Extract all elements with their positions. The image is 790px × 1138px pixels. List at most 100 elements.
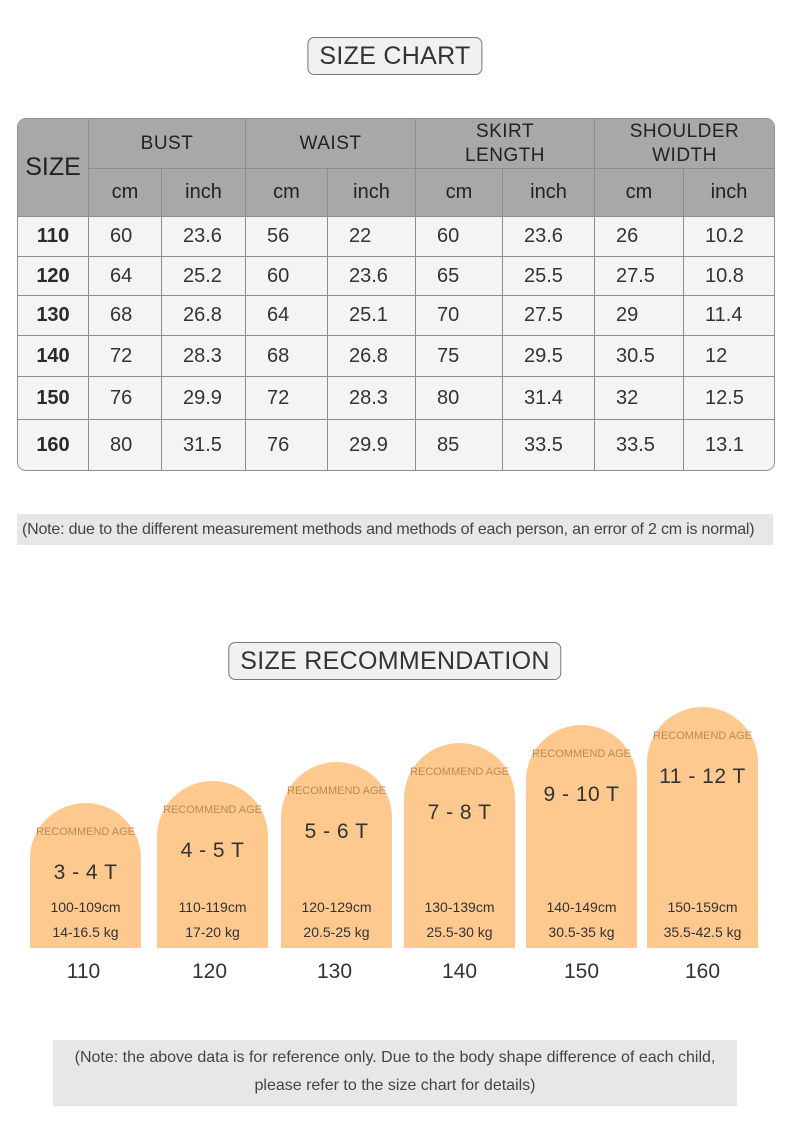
table-cell: 13.1 <box>684 420 774 470</box>
recommend-age-label: RECOMMEND AGE <box>532 748 632 760</box>
height-range: 100-109cm <box>50 899 121 915</box>
recommend-size-label: 150 <box>563 960 600 983</box>
table-cell: 10.8 <box>684 257 774 296</box>
unit-header: cm <box>595 169 684 217</box>
table-cell: 28.3 <box>328 377 416 420</box>
table-row: 130 68 26.8 64 25.1 70 27.5 29 11.4 <box>18 296 774 336</box>
table-cell: 27.5 <box>595 257 684 296</box>
table-cell: 12.5 <box>684 377 774 420</box>
age-range: 3 - 4 T <box>53 861 118 884</box>
table-cell: 56 <box>246 217 328 257</box>
table-cell: 29.5 <box>503 336 595 377</box>
table-cell: 76 <box>246 420 328 470</box>
unit-header: inch <box>503 169 595 217</box>
weight-range: 25.5-30 kg <box>426 924 493 940</box>
table-row: 160 80 31.5 76 29.9 85 33.5 33.5 13.1 <box>18 420 774 470</box>
recommend-card: RECOMMEND AGE 9 - 10 T 140-149cm 30.5-35… <box>526 725 637 948</box>
recommend-card: RECOMMEND AGE 11 - 12 T 150-159cm 35.5-4… <box>647 707 758 948</box>
height-range: 110-119cm <box>178 899 247 915</box>
size-cell: 140 <box>18 336 89 377</box>
recommend-size-label: 140 <box>441 960 478 983</box>
weight-range: 35.5-42.5 kg <box>663 924 742 940</box>
weight-range: 30.5-35 kg <box>548 924 615 940</box>
unit-header: inch <box>328 169 416 217</box>
table-cell: 25.2 <box>162 257 246 296</box>
table-cell: 27.5 <box>503 296 595 336</box>
table-cell: 60 <box>416 217 503 257</box>
table-cell: 64 <box>246 296 328 336</box>
size-cell: 150 <box>18 377 89 420</box>
table-cell: 68 <box>89 296 162 336</box>
recommend-age-label: RECOMMEND AGE <box>163 804 263 816</box>
unit-header: cm <box>416 169 503 217</box>
table-cell: 80 <box>89 420 162 470</box>
table-cell: 29.9 <box>162 377 246 420</box>
recommend-card: RECOMMEND AGE 3 - 4 T 100-109cm 14-16.5 … <box>30 803 141 948</box>
table-cell: 65 <box>416 257 503 296</box>
height-range: 140-149cm <box>546 899 617 915</box>
age-range: 9 - 10 T <box>543 783 620 806</box>
table-cell: 23.6 <box>328 257 416 296</box>
unit-header: inch <box>162 169 246 217</box>
table-cell: 23.6 <box>503 217 595 257</box>
table-cell: 80 <box>416 377 503 420</box>
table-cell: 75 <box>416 336 503 377</box>
reference-note: (Note: the above data is for reference o… <box>53 1040 737 1106</box>
table-cell: 23.6 <box>162 217 246 257</box>
size-chart-table: SIZE BUST WAIST SKIRT LENGTH SHOULDER WI… <box>17 118 775 471</box>
reference-note-line: please refer to the size chart for detai… <box>254 1077 536 1094</box>
size-recommendation-title: SIZE RECOMMENDATION <box>228 642 562 680</box>
table-cell: 31.5 <box>162 420 246 470</box>
table-row: 140 72 28.3 68 26.8 75 29.5 30.5 12 <box>18 336 774 377</box>
table-cell: 64 <box>89 257 162 296</box>
recommend-card: RECOMMEND AGE 4 - 5 T 110-119cm 17-20 kg <box>157 781 268 948</box>
table-cell: 32 <box>595 377 684 420</box>
table-cell: 76 <box>89 377 162 420</box>
table-row: 120 64 25.2 60 23.6 65 25.5 27.5 10.8 <box>18 257 774 296</box>
table-cell: 25.5 <box>503 257 595 296</box>
size-cell: 130 <box>18 296 89 336</box>
weight-range: 17-20 kg <box>185 924 240 940</box>
table-cell: 30.5 <box>595 336 684 377</box>
age-range: 11 - 12 T <box>659 765 746 788</box>
recommend-card: RECOMMEND AGE 7 - 8 T 130-139cm 25.5-30 … <box>404 743 515 948</box>
unit-header: cm <box>89 169 162 217</box>
table-cell: 33.5 <box>595 420 684 470</box>
recommend-age-label: RECOMMEND AGE <box>36 826 136 838</box>
table-cell: 25.1 <box>328 296 416 336</box>
skirt-length-header: SKIRT LENGTH <box>416 119 595 169</box>
size-chart-title: SIZE CHART <box>307 37 483 75</box>
height-range: 150-159cm <box>667 899 738 915</box>
table-cell: 28.3 <box>162 336 246 377</box>
weight-range: 14-16.5 kg <box>52 924 119 940</box>
table-cell: 72 <box>246 377 328 420</box>
table-cell: 85 <box>416 420 503 470</box>
height-range: 120-129cm <box>301 899 372 915</box>
table-cell: 12 <box>684 336 774 377</box>
measurement-note: (Note: due to the different measurement … <box>17 514 773 545</box>
recommend-age-label: RECOMMEND AGE <box>287 785 387 797</box>
table-cell: 31.4 <box>503 377 595 420</box>
shoulder-width-header: SHOULDER WIDTH <box>595 119 774 169</box>
table-cell: 29.9 <box>328 420 416 470</box>
age-range: 7 - 8 T <box>427 801 492 824</box>
table-cell: 72 <box>89 336 162 377</box>
size-column-header: SIZE <box>18 119 89 217</box>
table-cell: 70 <box>416 296 503 336</box>
size-cell: 160 <box>18 420 89 470</box>
waist-header: WAIST <box>246 119 416 169</box>
age-range: 5 - 6 T <box>304 820 369 843</box>
recommend-age-label: RECOMMEND AGE <box>410 766 510 778</box>
table-cell: 10.2 <box>684 217 774 257</box>
table-row: 110 60 23.6 56 22 60 23.6 26 10.2 <box>18 217 774 257</box>
recommend-card: RECOMMEND AGE 5 - 6 T 120-129cm 20.5-25 … <box>281 762 392 948</box>
size-cell: 110 <box>18 217 89 257</box>
table-cell: 29 <box>595 296 684 336</box>
table-cell: 60 <box>246 257 328 296</box>
weight-range: 20.5-25 kg <box>303 924 370 940</box>
recommend-age-label: RECOMMEND AGE <box>653 730 753 742</box>
recommend-size-label: 110 <box>66 960 101 983</box>
recommend-size-label: 160 <box>684 960 721 983</box>
recommend-size-label: 130 <box>316 960 353 983</box>
table-cell: 22 <box>328 217 416 257</box>
